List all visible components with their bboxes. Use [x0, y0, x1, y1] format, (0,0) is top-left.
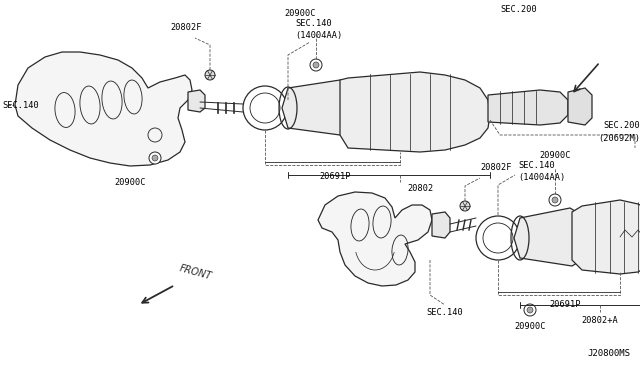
Text: SEC.200: SEC.200 [500, 5, 537, 14]
Circle shape [549, 194, 561, 206]
Circle shape [310, 59, 322, 71]
Text: 20900C: 20900C [515, 322, 546, 331]
Circle shape [552, 197, 558, 203]
Polygon shape [282, 80, 348, 135]
Polygon shape [514, 208, 582, 266]
Polygon shape [488, 90, 568, 125]
Text: J20800MS: J20800MS [587, 349, 630, 358]
Text: SEC.140: SEC.140 [295, 19, 332, 28]
Text: SEC.140: SEC.140 [427, 308, 463, 317]
Text: 20802F: 20802F [480, 163, 511, 172]
Circle shape [524, 304, 536, 316]
Polygon shape [15, 52, 192, 166]
Text: FRONT: FRONT [178, 264, 212, 282]
Circle shape [152, 155, 158, 161]
Text: 20802F: 20802F [170, 23, 202, 32]
Polygon shape [432, 212, 450, 238]
Polygon shape [340, 72, 490, 152]
Polygon shape [188, 90, 205, 112]
Text: SEC.140: SEC.140 [518, 161, 555, 170]
Circle shape [205, 70, 215, 80]
Text: SEC.140: SEC.140 [2, 100, 39, 109]
Text: 20691P: 20691P [319, 172, 351, 181]
Text: 20802: 20802 [407, 184, 433, 193]
Circle shape [460, 201, 470, 211]
Polygon shape [568, 88, 592, 125]
Polygon shape [572, 200, 640, 274]
Polygon shape [318, 192, 432, 286]
Text: (20692M): (20692M) [598, 134, 640, 143]
Circle shape [527, 307, 533, 313]
Circle shape [149, 152, 161, 164]
Text: 20691P: 20691P [549, 300, 580, 309]
Text: 20900C: 20900C [115, 178, 146, 187]
Circle shape [313, 62, 319, 68]
Text: SEC.200: SEC.200 [604, 121, 640, 130]
Text: (14004AA): (14004AA) [295, 31, 342, 40]
Text: (14004AA): (14004AA) [518, 173, 565, 182]
Text: 20900C: 20900C [540, 151, 571, 160]
Text: 20802+A: 20802+A [582, 316, 618, 325]
Text: 20900C: 20900C [284, 9, 316, 18]
